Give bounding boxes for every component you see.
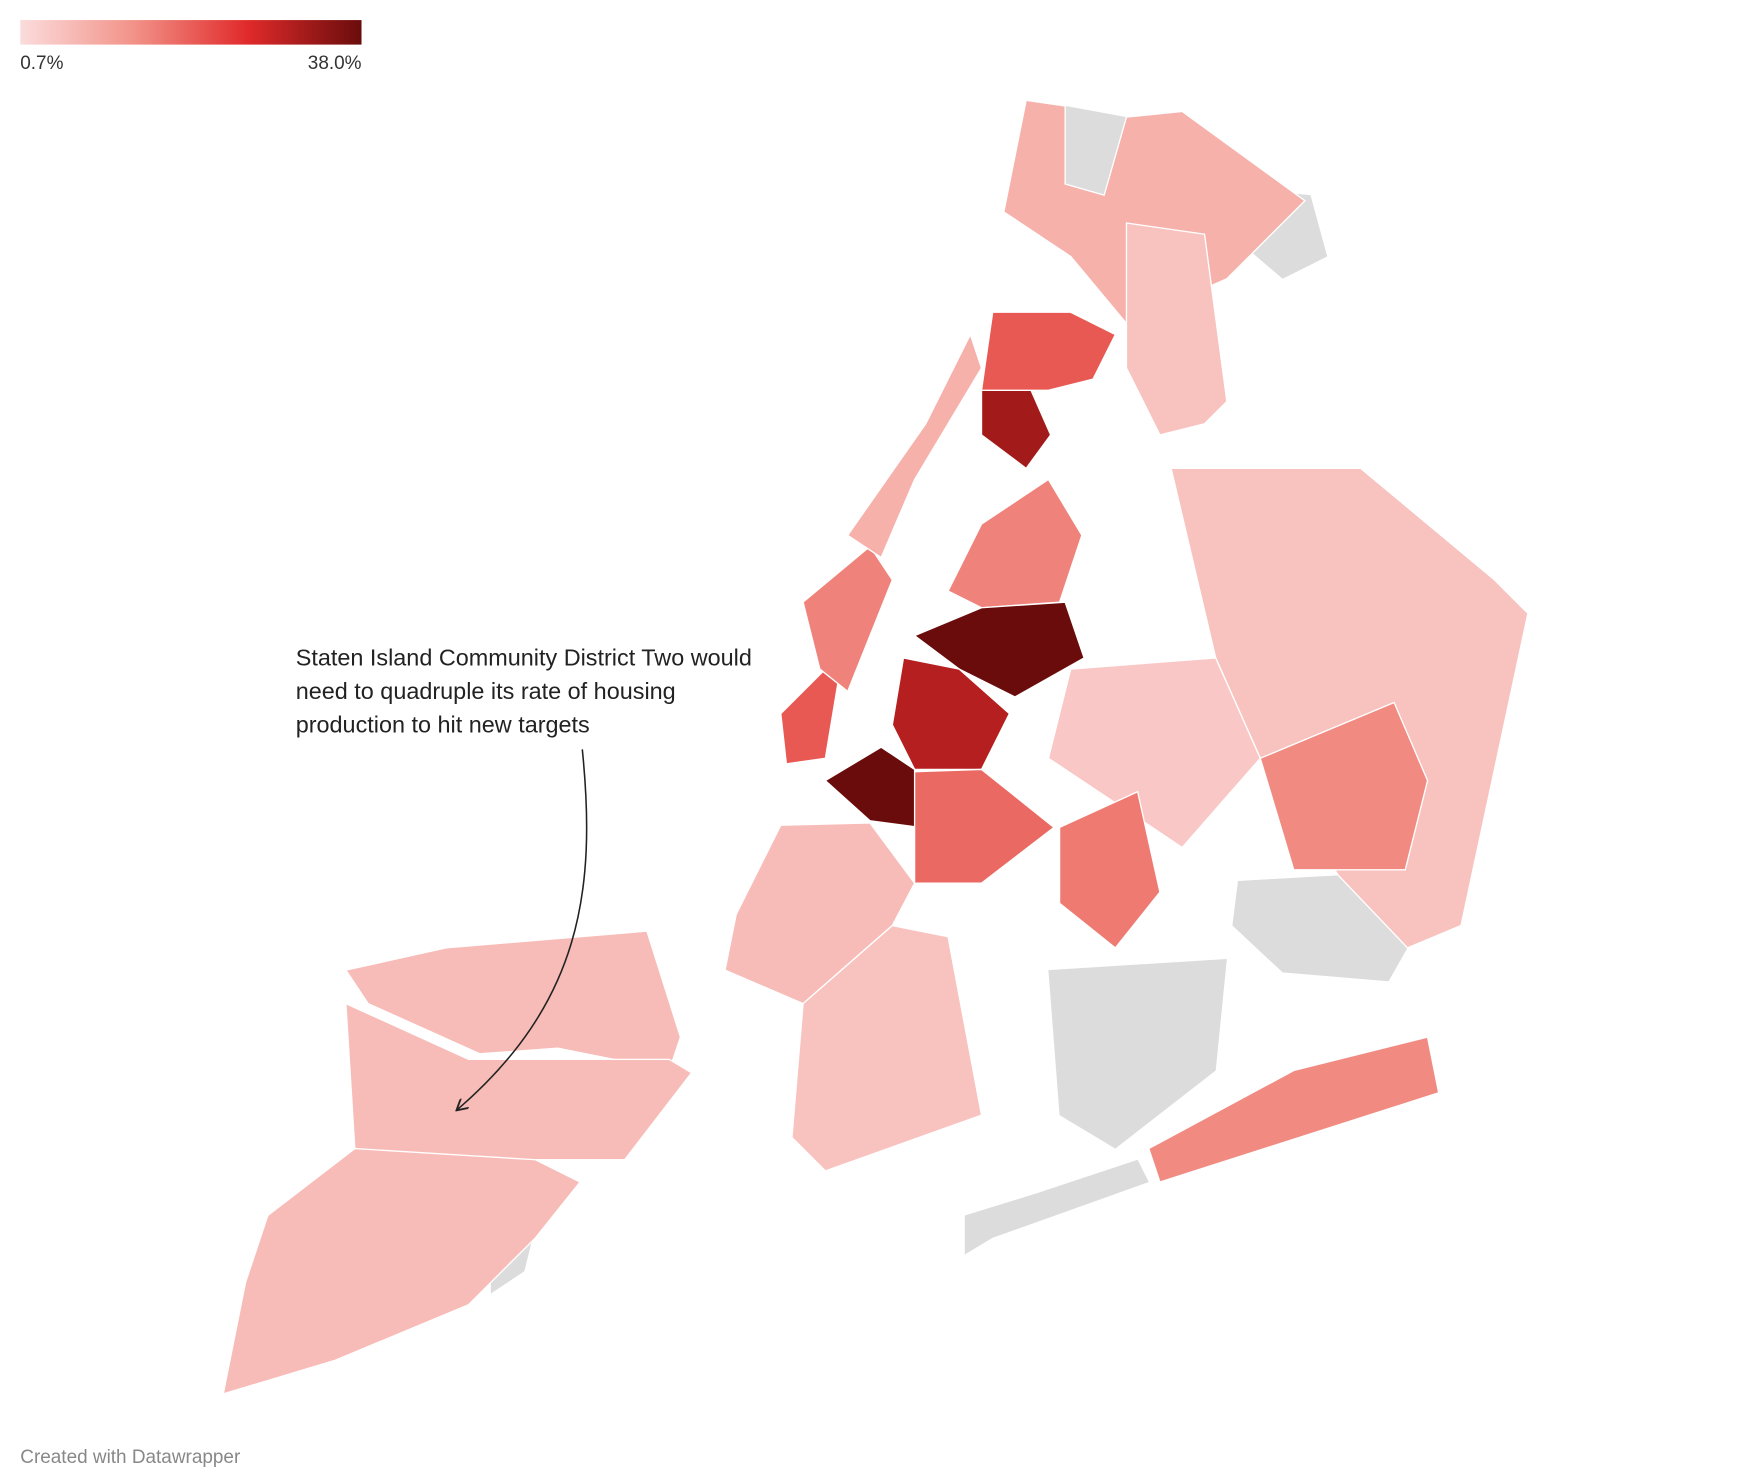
annotation-line: need to quadruple its rate of housing	[296, 678, 676, 704]
district	[802, 545, 894, 693]
district	[846, 332, 983, 559]
legend-max-label: 38.0%	[308, 53, 362, 74]
legend-min-label: 0.7%	[20, 53, 63, 74]
district	[1058, 790, 1161, 949]
district	[344, 930, 682, 1072]
district	[824, 746, 921, 829]
credit: Created with Datawrapper	[20, 1447, 240, 1468]
annotation-line: production to hit new targets	[296, 712, 590, 738]
district	[980, 378, 1052, 470]
bay	[1048, 959, 1227, 1149]
district	[1147, 1036, 1440, 1183]
district	[791, 924, 983, 1172]
annotation: Staten Island Community District Two wou…	[296, 645, 752, 738]
park	[964, 1159, 1149, 1255]
regions	[222, 99, 1529, 1395]
annotation-arrow	[457, 749, 588, 1109]
district	[1047, 657, 1262, 849]
district	[913, 768, 1056, 884]
district	[980, 311, 1117, 391]
district	[1003, 99, 1306, 325]
annotation-line: Staten Island Community District Two wou…	[296, 645, 752, 671]
district	[947, 478, 1083, 609]
district	[1259, 701, 1429, 871]
district	[1125, 222, 1228, 436]
legend-gradient	[20, 20, 362, 45]
airport	[1232, 875, 1408, 982]
district	[222, 1147, 582, 1395]
